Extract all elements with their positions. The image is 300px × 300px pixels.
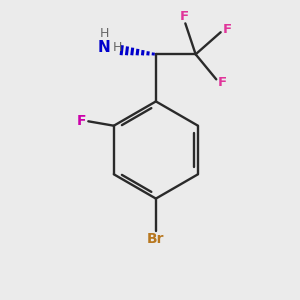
Text: F: F xyxy=(179,11,188,23)
Text: H: H xyxy=(100,27,109,40)
Text: F: F xyxy=(223,23,232,36)
Text: F: F xyxy=(218,76,227,89)
Text: Br: Br xyxy=(147,232,165,246)
Text: F: F xyxy=(77,114,87,128)
Text: H: H xyxy=(113,41,122,54)
Text: N: N xyxy=(98,40,111,55)
